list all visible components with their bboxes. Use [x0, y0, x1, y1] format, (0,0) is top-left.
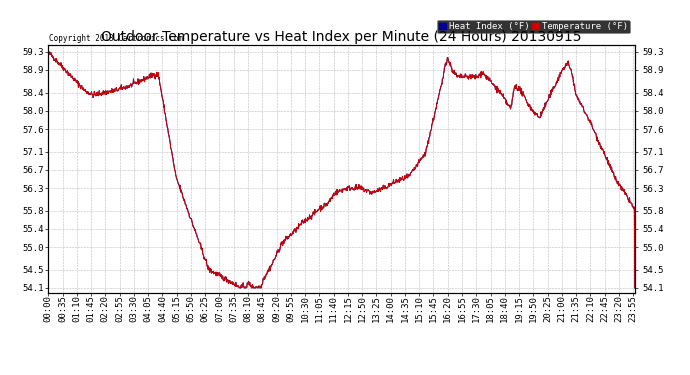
Title: Outdoor Temperature vs Heat Index per Minute (24 Hours) 20130915: Outdoor Temperature vs Heat Index per Mi… [101, 30, 582, 44]
Text: Copyright 2013 Cartronics.com: Copyright 2013 Cartronics.com [50, 33, 184, 42]
Legend: Heat Index (°F), Temperature (°F): Heat Index (°F), Temperature (°F) [437, 20, 630, 33]
